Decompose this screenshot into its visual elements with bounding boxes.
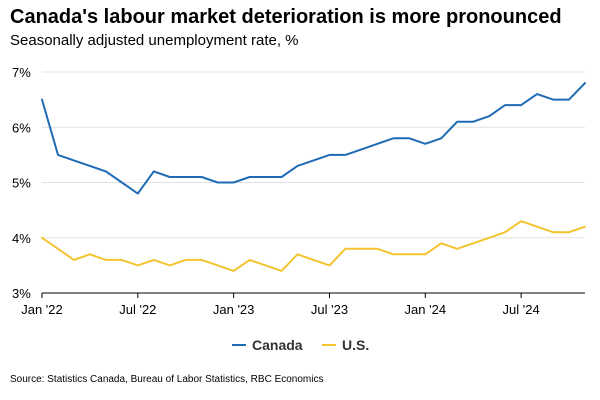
chart-title: Canada's labour market deterioration is … — [10, 6, 562, 28]
x-tick-label: Jan '24 — [405, 302, 447, 317]
x-tick-label: Jan '22 — [21, 302, 63, 317]
x-axis: Jan '22 Jul '22 Jan '23 Jul '23 Jan '24 Jul '… — [21, 292, 585, 317]
x-tick-label: Jul '23 — [311, 302, 348, 317]
y-tick-label: 5% — [12, 176, 31, 191]
x-tick-label: Jul '24 — [503, 302, 540, 317]
y-tick-label: 7% — [12, 65, 31, 80]
source-note: Source: Statistics Canada, Bureau of Lab… — [10, 374, 324, 385]
y-tick-label: 3% — [12, 286, 31, 301]
series-line-u-s — [41, 220, 586, 272]
chart-subtitle: Seasonally adjusted unemployment rate, % — [10, 32, 299, 49]
legend-label: Canada — [252, 337, 303, 353]
gridlines — [42, 71, 585, 239]
legend: Canada U.S. — [232, 337, 369, 353]
y-axis: 3% 4% 5% 6% 7% — [12, 65, 31, 301]
series-lines — [41, 82, 586, 272]
legend-label: U.S. — [342, 337, 369, 353]
series-line-canada — [41, 82, 586, 195]
y-tick-label: 6% — [12, 120, 31, 135]
x-tick-label: Jul '22 — [119, 302, 156, 317]
x-tick-label: Jan '23 — [213, 302, 255, 317]
y-tick-label: 4% — [12, 231, 31, 246]
